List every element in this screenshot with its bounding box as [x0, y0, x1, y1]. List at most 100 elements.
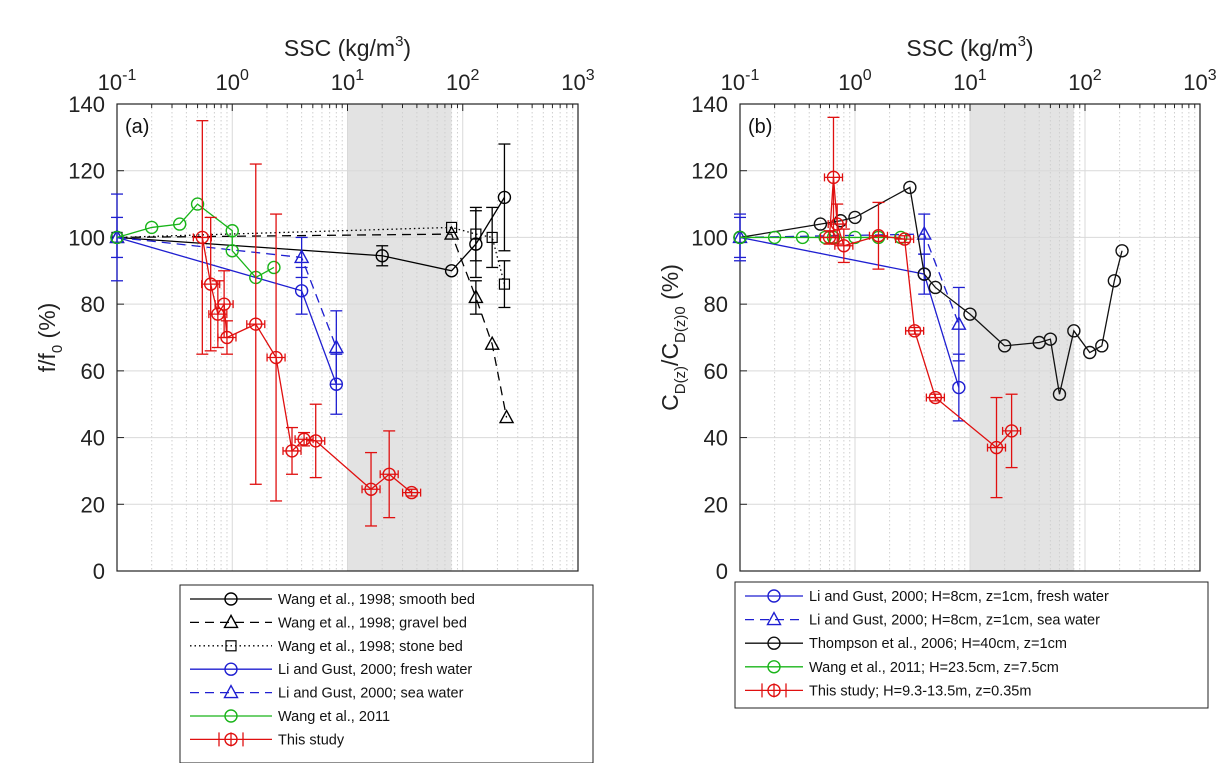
data-point	[498, 409, 515, 424]
legend-entry: Wang et al., 1998; gravel bed	[190, 613, 467, 631]
data-point	[382, 467, 396, 481]
series-line	[739, 186, 1123, 395]
data-point	[364, 482, 378, 496]
legend-entry: Wang et al., 2011; H=23.5cm, z=7.5cm	[745, 660, 1059, 676]
data-point	[293, 248, 310, 264]
legend-entry: Li and Gust, 2000; H=8cm, z=1cm, fresh w…	[745, 589, 1109, 605]
y-tick-label: 60	[81, 359, 105, 384]
legend-label: Li and Gust, 2000; H=8cm, z=1cm, sea wat…	[809, 613, 1100, 629]
y-tick-label: 120	[68, 159, 105, 184]
data-point	[249, 317, 263, 331]
x-tick-label: 102	[1068, 67, 1101, 95]
legend-marker	[223, 613, 239, 629]
data-point	[269, 350, 283, 365]
x-tick-label: 103	[1183, 67, 1216, 95]
shaded-region	[347, 104, 452, 571]
data-point	[470, 228, 482, 240]
legend-label: This study; H=9.3-13.5m, z=0.35m	[809, 683, 1031, 699]
data-point	[110, 230, 124, 245]
legend-entry: Thompson et al., 2006; H=40cm, z=1cm	[745, 636, 1067, 652]
plot-series	[732, 116, 1129, 499]
data-point	[220, 330, 234, 345]
data-point	[484, 335, 500, 350]
x-tick-label: 100	[838, 67, 871, 95]
legend-marker	[224, 592, 238, 606]
data-point	[285, 444, 299, 458]
data-point	[203, 277, 218, 291]
x-tick-label: 10-1	[721, 67, 760, 95]
legend-marker	[225, 640, 237, 652]
y-tick-label: 40	[704, 426, 728, 451]
x-tick-label: 102	[446, 67, 479, 95]
series-line	[116, 197, 505, 272]
data-point	[444, 264, 459, 278]
legend-label: Wang et al., 2011; H=23.5cm, z=7.5cm	[809, 660, 1059, 676]
x-tick-label: 100	[216, 67, 249, 95]
data-point	[1067, 324, 1081, 338]
legend-marker	[767, 660, 781, 674]
grid	[116, 103, 578, 572]
data-point	[498, 278, 511, 290]
data-point	[1095, 339, 1109, 353]
data-point	[443, 225, 460, 240]
legend-marker	[224, 709, 238, 723]
legend-entry: This study	[190, 732, 345, 748]
y-axis-title: CD(z)/CD(z)0 (%)	[657, 264, 689, 411]
y-tick-label: 0	[93, 559, 105, 584]
data-point	[225, 224, 239, 238]
y-tick-label: 140	[691, 92, 728, 117]
legend-entry: This study; H=9.3-13.5m, z=0.35m	[745, 683, 1031, 699]
chart-panel-a: 10-1 100 101 102 103 0 20 40 60 80 100 120 140 SSC (k…	[34, 33, 595, 764]
legend-label: This study	[278, 732, 345, 748]
y-tick-label: 60	[704, 359, 728, 384]
data-point	[917, 267, 931, 281]
data-point	[997, 339, 1012, 353]
legend-box	[734, 581, 1209, 709]
data-point	[497, 190, 512, 205]
legend-entry: Li and Gust, 2000; sea water	[190, 684, 464, 702]
legend-marker	[224, 732, 238, 747]
series-line	[116, 226, 506, 285]
y-tick-label: 20	[704, 492, 728, 517]
data-point	[848, 210, 862, 225]
legend: Wang et al., 1998; smooth bed Wang et al.…	[179, 584, 594, 764]
grid	[739, 103, 1200, 572]
series-4	[819, 116, 1022, 499]
data-point	[897, 232, 912, 246]
legend-label: Li and Gust, 2000; sea water	[278, 686, 464, 702]
data-point	[848, 230, 862, 245]
x-tick-label: 101	[953, 67, 986, 95]
y-tick-label: 100	[68, 225, 105, 250]
y-tick-label: 100	[691, 225, 728, 250]
data-point	[190, 197, 205, 211]
data-point	[144, 220, 159, 235]
data-point	[907, 324, 922, 338]
data-point	[916, 225, 932, 240]
legend-label: Li and Gust, 2000; H=8cm, z=1cm, fresh w…	[809, 589, 1109, 605]
legend-label: Wang et al., 1998; smooth bed	[278, 592, 475, 608]
data-point	[267, 260, 281, 275]
legend-entry: Wang et al., 2011	[190, 709, 390, 725]
legend-marker	[224, 662, 238, 676]
y-tick-label: 120	[691, 159, 728, 184]
data-point	[830, 217, 844, 231]
data-point	[1043, 332, 1058, 346]
data-point	[328, 339, 345, 354]
x-tick-label: 103	[561, 67, 594, 95]
data-point	[217, 297, 231, 311]
data-point	[826, 170, 841, 185]
series-1	[732, 213, 967, 362]
data-point	[1052, 387, 1067, 401]
legend-label: Wang et al., 1998; stone bed	[278, 639, 463, 655]
series-line	[116, 203, 275, 279]
y-axis-title: f/f0 (%)	[34, 303, 66, 373]
series-1	[109, 225, 515, 424]
data-point	[951, 315, 967, 330]
data-point	[952, 380, 966, 395]
data-point	[963, 307, 977, 321]
legend-marker	[767, 636, 781, 650]
legend-entry: Li and Gust, 2000; fresh water	[190, 662, 472, 678]
series-line	[828, 177, 1013, 449]
